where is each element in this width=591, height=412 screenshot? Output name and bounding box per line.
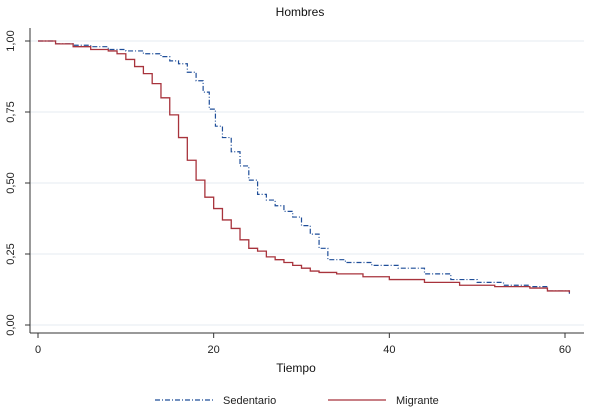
y-tick-label: 1,00 <box>5 30 17 51</box>
x-axis-label: Tiempo <box>276 361 316 375</box>
x-tick-label: 20 <box>208 344 220 356</box>
x-tick-label: 60 <box>559 344 571 356</box>
y-tick-label: 0,50 <box>5 172 17 193</box>
y-tick-label: 0,00 <box>5 314 17 335</box>
grid <box>30 40 584 326</box>
ticks: 0,00 0,25 0,50 0,75 1,00 0 20 40 60 <box>5 30 571 356</box>
x-tick-label: 40 <box>383 344 395 356</box>
legend-label-sedentario: Sedentario <box>223 395 276 407</box>
x-tick-label: 0 <box>35 344 41 356</box>
legend: Sedentario Migrante <box>155 395 439 407</box>
series-line-migrante <box>38 40 571 293</box>
legend-label-migrante: Migrante <box>396 395 439 407</box>
series-line-sedentario <box>38 40 570 294</box>
series <box>38 40 571 294</box>
y-tick-label: 0,75 <box>5 101 17 122</box>
y-tick-label: 0,25 <box>5 243 17 264</box>
chart-title: Hombres <box>276 5 325 19</box>
